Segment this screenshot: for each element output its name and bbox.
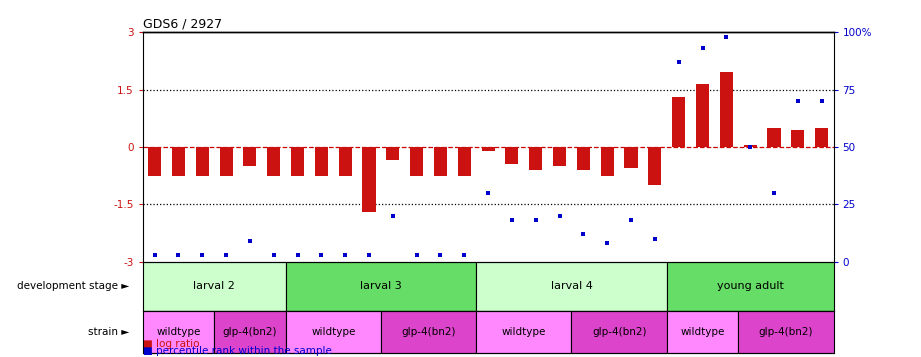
Bar bbox=[482, 147, 495, 151]
Bar bbox=[291, 147, 304, 176]
Text: wildtype: wildtype bbox=[681, 327, 725, 337]
Text: glp-4(bn2): glp-4(bn2) bbox=[759, 327, 813, 337]
Text: strain ►: strain ► bbox=[87, 327, 129, 337]
Bar bbox=[577, 147, 590, 170]
Bar bbox=[363, 147, 376, 212]
Bar bbox=[696, 84, 709, 147]
Bar bbox=[410, 147, 424, 176]
Bar bbox=[215, 311, 286, 353]
Text: larval 2: larval 2 bbox=[193, 281, 235, 291]
Bar bbox=[143, 311, 215, 353]
Text: larval 4: larval 4 bbox=[551, 281, 592, 291]
Bar bbox=[624, 147, 637, 168]
Bar bbox=[667, 262, 834, 311]
Bar bbox=[315, 147, 328, 176]
Bar bbox=[648, 147, 661, 185]
Bar bbox=[286, 262, 476, 311]
Text: ■ log ratio: ■ log ratio bbox=[143, 339, 199, 349]
Text: development stage ►: development stage ► bbox=[17, 281, 129, 291]
Bar bbox=[739, 311, 834, 353]
Bar bbox=[476, 262, 667, 311]
Text: wildtype: wildtype bbox=[502, 327, 546, 337]
Bar bbox=[339, 147, 352, 176]
Bar bbox=[434, 147, 447, 176]
Bar bbox=[720, 72, 733, 147]
Text: young adult: young adult bbox=[717, 281, 784, 291]
Bar bbox=[530, 147, 542, 170]
Bar bbox=[815, 128, 828, 147]
Bar bbox=[767, 128, 780, 147]
Bar bbox=[143, 262, 286, 311]
Bar bbox=[172, 147, 185, 176]
Text: glp-4(bn2): glp-4(bn2) bbox=[592, 327, 647, 337]
Bar bbox=[196, 147, 209, 176]
Text: wildtype: wildtype bbox=[311, 327, 356, 337]
Bar bbox=[381, 311, 476, 353]
Bar bbox=[667, 311, 739, 353]
Bar bbox=[148, 147, 161, 176]
Bar bbox=[672, 97, 685, 147]
Bar bbox=[219, 147, 233, 176]
Bar bbox=[458, 147, 471, 176]
Text: larval 3: larval 3 bbox=[360, 281, 402, 291]
Bar bbox=[506, 147, 519, 164]
Bar bbox=[243, 147, 256, 166]
Text: glp-4(bn2): glp-4(bn2) bbox=[223, 327, 277, 337]
Text: GDS6 / 2927: GDS6 / 2927 bbox=[143, 18, 222, 31]
Bar bbox=[572, 311, 667, 353]
Text: wildtype: wildtype bbox=[157, 327, 201, 337]
Bar bbox=[286, 311, 381, 353]
Text: glp-4(bn2): glp-4(bn2) bbox=[402, 327, 456, 337]
Bar bbox=[553, 147, 566, 166]
Bar bbox=[476, 311, 572, 353]
Bar bbox=[267, 147, 280, 176]
Bar bbox=[386, 147, 400, 160]
Bar bbox=[791, 130, 804, 147]
Bar bbox=[600, 147, 613, 176]
Text: ■ percentile rank within the sample: ■ percentile rank within the sample bbox=[143, 346, 332, 356]
Bar bbox=[743, 145, 757, 147]
